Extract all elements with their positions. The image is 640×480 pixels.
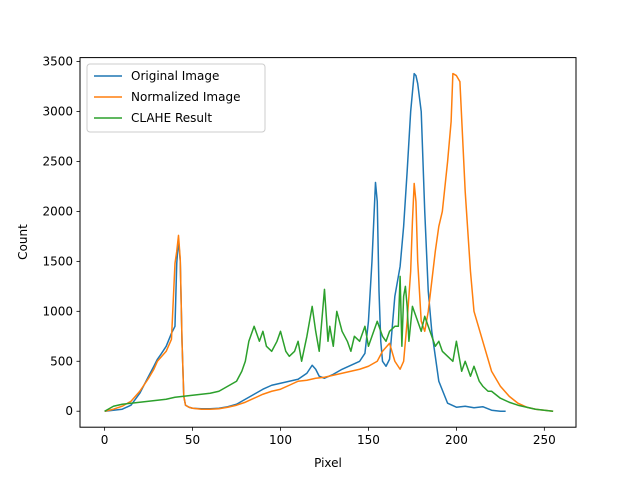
- legend-label-normalized: Normalized Image: [131, 90, 240, 104]
- legend-label-clahe: CLAHE Result: [131, 111, 212, 125]
- y-tick-label: 3000: [42, 105, 73, 119]
- y-tick-label: 1500: [42, 254, 73, 268]
- series-line-normalized-image: [104, 72, 554, 412]
- y-axis-label: Count: [16, 224, 30, 260]
- series-layer: [104, 72, 554, 412]
- series-line-clahe-result: [104, 275, 554, 412]
- legend-label-original: Original Image: [131, 69, 219, 83]
- x-tick-label: 150: [357, 433, 380, 447]
- x-tick-label: 100: [269, 433, 292, 447]
- legend: Original Image Normalized Image CLAHE Re…: [86, 63, 266, 133]
- x-tick-label: 250: [533, 433, 556, 447]
- y-tick-label: 0: [65, 404, 73, 418]
- legend-box: [86, 63, 266, 133]
- ticks-layer: 0 50 100 150 200 2500500100015002000250030003…: [42, 55, 555, 448]
- x-tick-label: 0: [101, 433, 109, 447]
- x-tick-label: 50: [185, 433, 200, 447]
- x-tick-label: 200: [445, 433, 468, 447]
- y-tick-label: 2500: [42, 154, 73, 168]
- y-tick-label: 500: [50, 354, 73, 368]
- axes-frame: [79, 57, 577, 428]
- x-axis-label: Pixel: [314, 456, 342, 470]
- series-line-original-image: [104, 72, 506, 412]
- y-tick-label: 3500: [42, 55, 73, 69]
- y-tick-label: 1000: [42, 304, 73, 318]
- y-tick-label: 2000: [42, 204, 73, 218]
